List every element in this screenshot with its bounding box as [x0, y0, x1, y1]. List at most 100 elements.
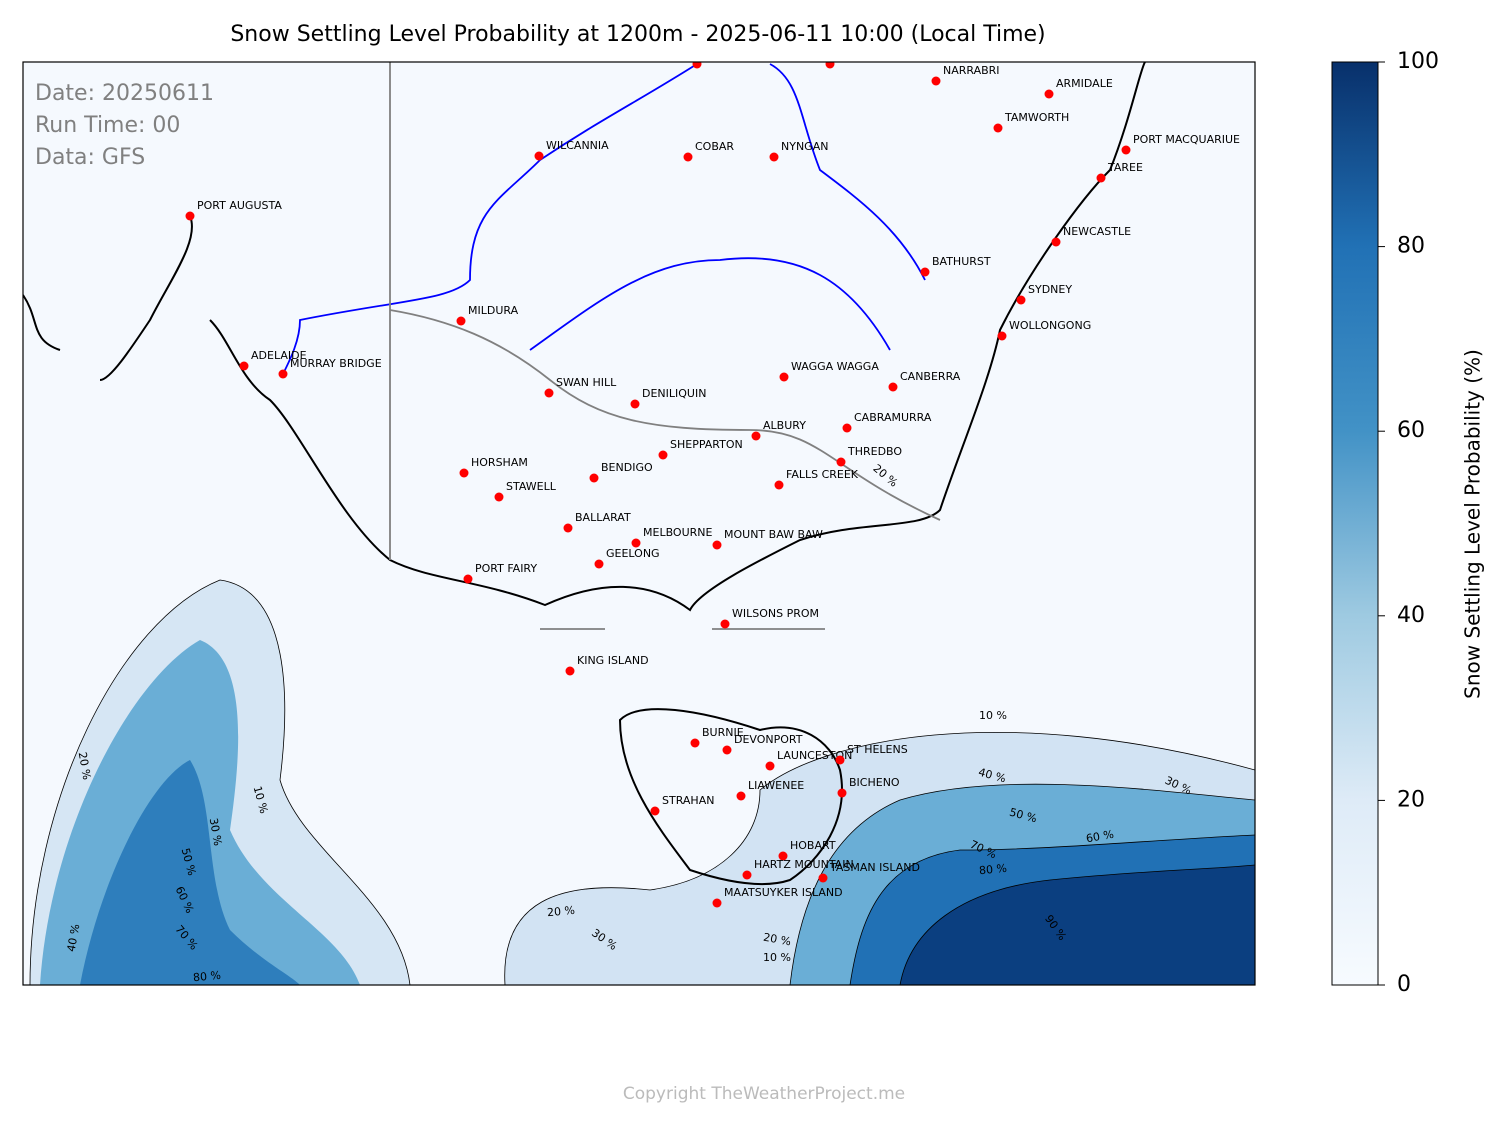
city-marker: [779, 372, 789, 382]
city-label: HARTZ MOUNTAIN: [754, 858, 854, 871]
city-marker: [736, 791, 746, 801]
city-marker: [920, 267, 930, 277]
colorbar-ticks: 0 20 40 60 80 100: [1378, 49, 1439, 997]
colorbar-tick-label: 80: [1397, 234, 1425, 259]
city-label: WILCANNIA: [546, 139, 609, 152]
city-label: MELBOURNE: [643, 526, 713, 539]
city-label: GEELONG: [606, 547, 660, 560]
city-label: MAATSUYKER ISLAND: [724, 886, 843, 899]
city-marker: [888, 382, 898, 392]
city-label: PORT AUGUSTA: [197, 199, 282, 212]
city-label: BATHURST: [932, 255, 991, 268]
map-frame: [22, 61, 1256, 986]
city-marker: [185, 211, 195, 221]
city-label: KING ISLAND: [577, 654, 649, 667]
city-marker: [589, 473, 599, 483]
city-marker: [1051, 237, 1061, 247]
city-marker: [459, 468, 469, 478]
city-label: CANBERRA: [900, 370, 961, 383]
city-marker: [631, 538, 641, 548]
city-marker: [835, 755, 845, 765]
map: BOURKE WALGETT NARRABRI ARMIDALE TAMWORTH POR…: [23, 47, 1255, 985]
city-marker: [712, 540, 722, 550]
city-label: WALGETT: [837, 47, 890, 60]
city-label: SHEPPARTON: [670, 438, 743, 451]
city-marker: [544, 388, 554, 398]
colorbar-tick-label: 60: [1397, 418, 1425, 443]
info-box: Date: 20250611 Run Time: 00 Data: GFS: [35, 81, 214, 170]
city-label: WILSONS PROM: [732, 607, 819, 620]
city-marker: [1016, 295, 1026, 305]
city-label: BALLARAT: [575, 511, 631, 524]
city-label: PORT FAIRY: [475, 562, 537, 575]
info-line: Data: GFS: [35, 145, 145, 170]
city-label: BICHENO: [849, 776, 900, 789]
city-marker: [769, 152, 779, 162]
city-label: HOBART: [790, 839, 836, 852]
city-label: MURRAY BRIDGE: [290, 357, 382, 370]
cities: BOURKE WALGETT NARRABRI ARMIDALE TAMWORTH POR…: [185, 47, 1240, 908]
city-label: ADELAIDE: [251, 349, 307, 362]
city-marker: [712, 898, 722, 908]
contour-label: 20 %: [762, 931, 792, 949]
city-label: SWAN HILL: [556, 376, 617, 389]
city-marker: [456, 316, 466, 326]
contour-label: 80 %: [978, 862, 1007, 877]
city-marker: [683, 152, 693, 162]
city-marker: [778, 851, 788, 861]
contours: [29, 579, 1255, 985]
city-label: LAUNCESTON: [777, 749, 852, 762]
city-label: LIAWENEE: [748, 779, 804, 792]
city-label: HORSHAM: [471, 456, 528, 469]
city-label: ARMIDALE: [1056, 77, 1113, 90]
city-marker: [563, 523, 573, 533]
city-label: PORT MACQUARIUE: [1133, 133, 1240, 146]
borders: [389, 62, 941, 630]
city-marker: [774, 480, 784, 490]
info-line: Date: 20250611: [35, 81, 214, 106]
city-marker: [650, 806, 660, 816]
city-label: FALLS CREEK: [786, 468, 859, 481]
contour-label: 20 %: [546, 904, 575, 919]
city-label: CABRAMURRA: [854, 411, 932, 424]
city-label: STRAHAN: [662, 794, 714, 807]
city-label: WOLLONGONG: [1009, 319, 1091, 332]
city-marker: [690, 738, 700, 748]
city-label: TASMAN ISLAND: [829, 861, 920, 874]
coastline: [23, 62, 1146, 886]
colorbar-tick-label: 20: [1397, 787, 1425, 812]
rivers: [282, 63, 926, 375]
city-marker: [1096, 173, 1106, 183]
city-label: MILDURA: [468, 304, 519, 317]
city-label: ALBURY: [763, 419, 806, 432]
city-label: NYNGAN: [781, 140, 828, 153]
city-marker: [463, 574, 473, 584]
city-marker: [742, 870, 752, 880]
contour-label: 10 %: [763, 951, 791, 964]
city-marker: [836, 457, 846, 467]
city-label: BENDIGO: [601, 461, 653, 474]
city-marker: [278, 369, 288, 379]
city-marker: [1121, 145, 1131, 155]
city-label: BOURKE: [704, 47, 750, 60]
city-marker: [997, 331, 1007, 341]
contour-label: 40 %: [65, 923, 83, 953]
contour-label: 30 %: [207, 817, 225, 847]
probability-field: [80, 760, 300, 985]
city-label: ST HELENS: [847, 743, 908, 756]
copyright: Copyright TheWeatherProject.me: [623, 1084, 905, 1104]
title: Snow Settling Level Probability at 1200m…: [230, 22, 1045, 47]
city-marker: [837, 788, 847, 798]
city-label: TAREE: [1107, 161, 1143, 174]
city-label: DENILIQUIN: [642, 387, 706, 400]
contour-label: 60 %: [1085, 828, 1115, 846]
city-marker: [692, 62, 702, 69]
city-marker: [842, 423, 852, 433]
colorbar: [1331, 61, 1379, 986]
info-line: Run Time: 00: [35, 113, 180, 138]
city-label: BURNIE: [702, 726, 744, 739]
city-label: COBAR: [695, 140, 734, 153]
city-label: WAGGA WAGGA: [791, 360, 879, 373]
city-marker: [630, 399, 640, 409]
